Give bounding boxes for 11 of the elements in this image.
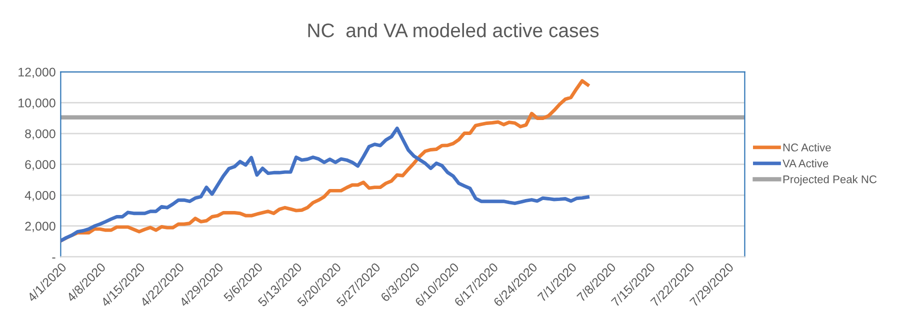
y-tick-label: 10,000 — [18, 98, 56, 109]
y-tick-label: 12,000 — [18, 68, 56, 78]
y-tick-label: 4,000 — [24, 190, 56, 202]
legend-label: NC Active — [783, 143, 831, 152]
y-tick-label: 8,000 — [25, 129, 56, 140]
legend-label: VA Active — [782, 159, 828, 168]
y-tick-label: 2,000 — [25, 222, 56, 232]
y-tick-label: 6,000 — [25, 160, 56, 170]
line-series — [60, 126, 590, 243]
chart-title: NC and VA modeled active cases — [308, 23, 599, 38]
legend-label: Projected Peak NC — [783, 175, 877, 186]
